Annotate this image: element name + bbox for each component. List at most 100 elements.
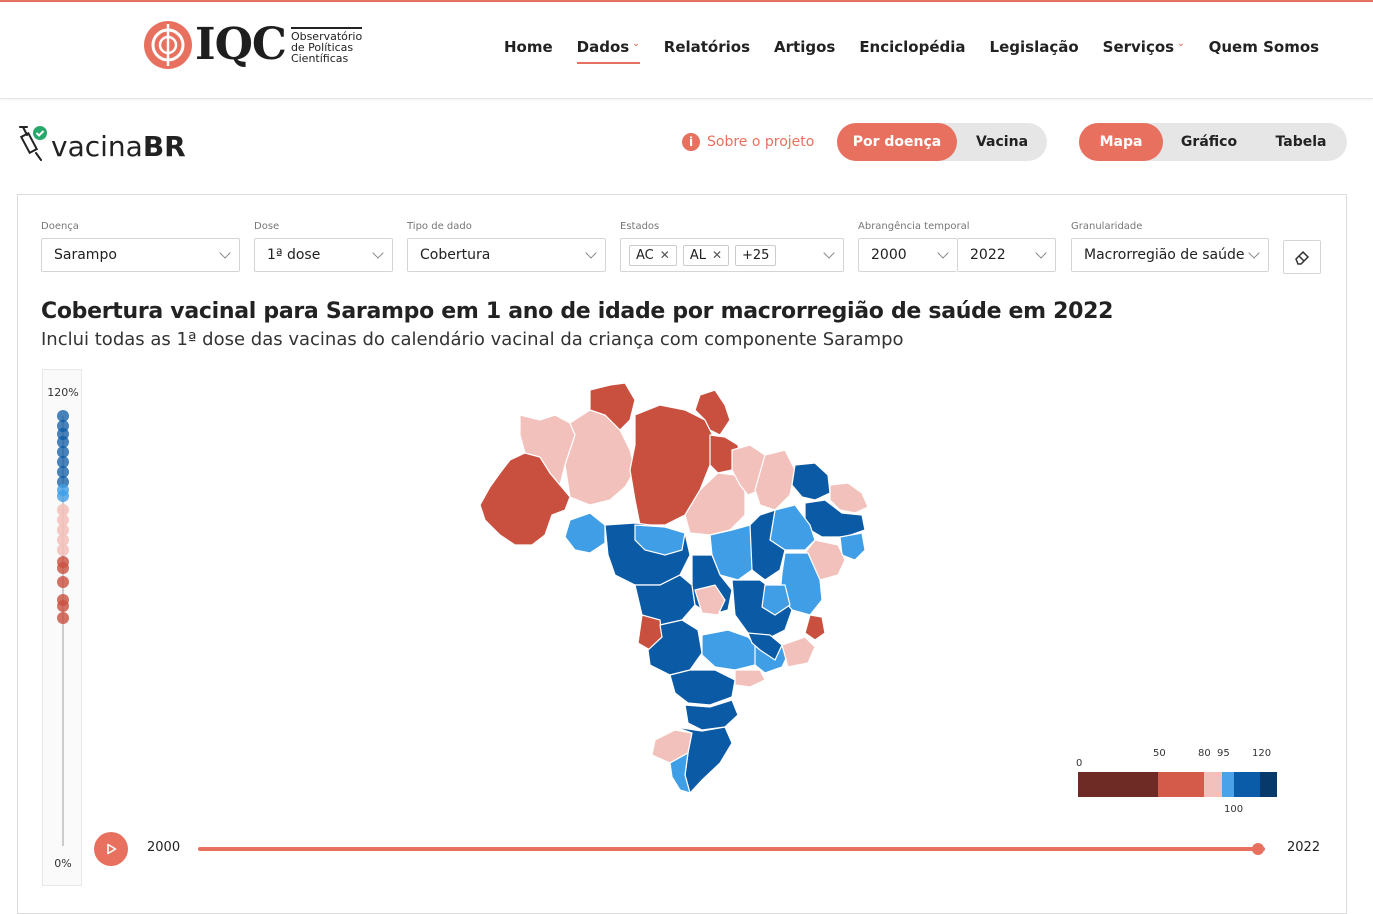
- tab-vacina[interactable]: Vacina: [975, 134, 1029, 150]
- nav-servicos-label: Serviços: [1102, 38, 1175, 56]
- legend-bin: [1260, 772, 1277, 797]
- estados-multiselect[interactable]: AC ✕ AL ✕ +25: [620, 238, 844, 272]
- year-to-value: 2022: [970, 247, 1006, 263]
- more-states-label: +25: [742, 247, 770, 263]
- legend-bin: [1234, 772, 1260, 797]
- timeline-track[interactable]: [198, 847, 1265, 851]
- nav-legislacao-label: Legislação: [989, 38, 1079, 56]
- state-tag[interactable]: AC ✕: [629, 244, 677, 266]
- filter-temporal: Abrangência temporal 2000 2022: [858, 221, 1056, 272]
- logo-subtitle-line: de Políticas: [290, 40, 354, 54]
- year-from-select[interactable]: 2000: [858, 238, 957, 272]
- filter-estados: Estados AC ✕ AL ✕ +25: [620, 221, 844, 272]
- play-icon: [107, 843, 117, 855]
- tab-por-doenca[interactable]: Por doença: [837, 123, 957, 161]
- vacinabr-logo[interactable]: vacinaBR: [17, 123, 186, 161]
- nav-servicos[interactable]: Serviços ⌄: [1103, 38, 1185, 64]
- timeline-end-year: 2022: [1287, 840, 1321, 855]
- play-button[interactable]: [94, 832, 128, 866]
- info-icon: i: [682, 133, 700, 151]
- logo-subtitle-line: Científicas: [290, 51, 349, 65]
- map-region-santa-catarina[interactable]: [684, 699, 739, 731]
- nav-artigos-label: Artigos: [774, 38, 836, 56]
- map-region-minas-central[interactable]: [761, 584, 791, 616]
- state-tag[interactable]: AL ✕: [682, 244, 730, 266]
- nav-quem-somos[interactable]: Quem Somos: [1209, 38, 1319, 64]
- doenca-select[interactable]: Sarampo: [41, 238, 240, 272]
- eraser-icon: [1295, 250, 1310, 265]
- scale-dots-pink: [57, 504, 69, 556]
- tipo-select[interactable]: Cobertura: [407, 238, 606, 272]
- chevron-down-icon: [823, 247, 835, 259]
- map-region-minas-south[interactable]: [747, 632, 783, 661]
- map-region-espirito-santo[interactable]: [804, 614, 826, 641]
- map-region-goias-central[interactable]: [694, 584, 726, 616]
- map-region-rio-de-janeiro[interactable]: [781, 636, 816, 668]
- chevron-down-icon: ⌄: [632, 39, 640, 49]
- dose-select[interactable]: 1ª dose: [254, 238, 393, 272]
- nav-relatorios[interactable]: Relatórios: [664, 38, 750, 64]
- chevron-down-icon: [937, 247, 949, 259]
- map-region-mato-grosso-central[interactable]: [634, 524, 686, 556]
- dose-select-value: 1ª dose: [267, 247, 321, 263]
- tab-grafico[interactable]: Gráfico: [1180, 134, 1238, 150]
- scale-distribution-dots: [57, 410, 69, 624]
- iqc-logo-mark-icon: [144, 21, 192, 69]
- nav-relatorios-label: Relatórios: [663, 38, 751, 56]
- chevron-down-icon: [1035, 247, 1047, 259]
- tab-mapa[interactable]: Mapa: [1079, 123, 1163, 161]
- scale-track: [62, 416, 64, 846]
- legend-bin: [1078, 772, 1158, 797]
- close-icon[interactable]: ✕: [711, 248, 723, 262]
- syringe-check-icon: [19, 126, 47, 161]
- temporal-range: 2000 2022: [858, 238, 1056, 272]
- map-region-rs-south[interactable]: [669, 751, 691, 794]
- logo-wordmark: IQC: [195, 19, 287, 70]
- granularidade-select[interactable]: Macrorregião de saúde: [1071, 238, 1269, 272]
- doenca-select-value: Sarampo: [54, 247, 117, 263]
- vacinabr-wordmark-bold: BR: [142, 130, 186, 163]
- chevron-down-icon: ⌄: [1177, 39, 1185, 49]
- map-region-parana[interactable]: [669, 669, 736, 706]
- more-states-tag[interactable]: +25: [735, 244, 777, 266]
- nav-dados-label: Dados: [576, 38, 630, 56]
- site-header: IQC Observatório de Políticas Científica…: [0, 2, 1373, 99]
- main-nav: Home Dados ⌄ Relatórios Artigos Enciclopé…: [504, 38, 1319, 64]
- legend-label: 50: [1153, 748, 1166, 759]
- state-tag-label: AL: [689, 247, 706, 263]
- chevron-down-icon: [1248, 247, 1260, 259]
- close-icon[interactable]: ✕: [659, 248, 670, 262]
- map-region-rondonia[interactable]: [564, 512, 606, 554]
- legend-bin: [1204, 772, 1222, 797]
- year-from-value: 2000: [871, 247, 907, 263]
- map-region-rs-east[interactable]: [674, 726, 733, 795]
- scale-min-label: 0%: [54, 857, 72, 870]
- nav-artigos[interactable]: Artigos: [774, 38, 835, 64]
- map-region-roraima[interactable]: [589, 382, 636, 431]
- nav-enciclopedia[interactable]: Enciclopédia: [859, 38, 965, 64]
- clear-filters-button[interactable]: [1283, 240, 1321, 274]
- year-to-select[interactable]: 2022: [957, 238, 1056, 272]
- map-region-amapa[interactable]: [694, 389, 731, 436]
- filter-doenca: Doença Sarampo: [41, 221, 240, 272]
- about-project-link[interactable]: i Sobre o projeto: [682, 133, 814, 151]
- iqc-logo[interactable]: IQC Observatório de Políticas Científica…: [143, 19, 363, 70]
- map-region-piaui[interactable]: [754, 449, 796, 511]
- granularidade-select-value: Macrorregião de saúde: [1084, 247, 1245, 263]
- filter-doenca-label: Doença: [41, 221, 79, 232]
- map-region-sp-south[interactable]: [734, 669, 766, 688]
- map-region-para-south[interactable]: [684, 472, 746, 536]
- map-region-ceara[interactable]: [791, 462, 831, 501]
- chevron-down-icon: [219, 247, 231, 259]
- vacinabr-wordmark-light: vacina: [51, 130, 143, 163]
- nav-home[interactable]: Home: [504, 38, 553, 64]
- tab-tabela[interactable]: Tabela: [1275, 134, 1327, 150]
- timeline-handle[interactable]: [1252, 843, 1264, 855]
- filter-estados-label: Estados: [620, 221, 660, 232]
- nav-legislacao[interactable]: Legislação: [990, 38, 1079, 64]
- nav-dados[interactable]: Dados ⌄: [576, 38, 640, 64]
- color-legend: 0 50 80 95 120 100: [1076, 748, 1286, 820]
- map-region-rn-pb[interactable]: [829, 482, 869, 514]
- estados-tags: AC ✕ AL ✕ +25: [629, 244, 782, 266]
- filter-tipo-label: Tipo de dado: [407, 221, 472, 232]
